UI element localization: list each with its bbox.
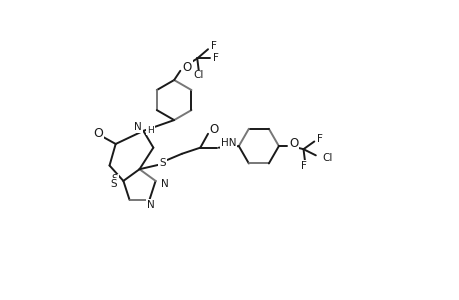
Text: F: F <box>211 41 217 51</box>
Text: F: F <box>300 161 306 171</box>
Text: HN: HN <box>221 138 236 148</box>
Text: S: S <box>111 174 118 184</box>
Text: O: O <box>209 123 218 136</box>
Text: O: O <box>182 61 191 74</box>
Text: Cl: Cl <box>193 70 203 80</box>
Text: N: N <box>134 122 141 132</box>
Text: F: F <box>212 53 218 64</box>
Text: N: N <box>161 179 168 189</box>
Text: F: F <box>317 134 323 144</box>
Text: O: O <box>93 127 103 140</box>
Text: N: N <box>147 200 155 210</box>
Text: S: S <box>159 158 166 168</box>
Text: H: H <box>147 126 154 135</box>
Text: Cl: Cl <box>321 153 332 164</box>
Text: S: S <box>110 179 117 189</box>
Text: O: O <box>288 136 297 149</box>
